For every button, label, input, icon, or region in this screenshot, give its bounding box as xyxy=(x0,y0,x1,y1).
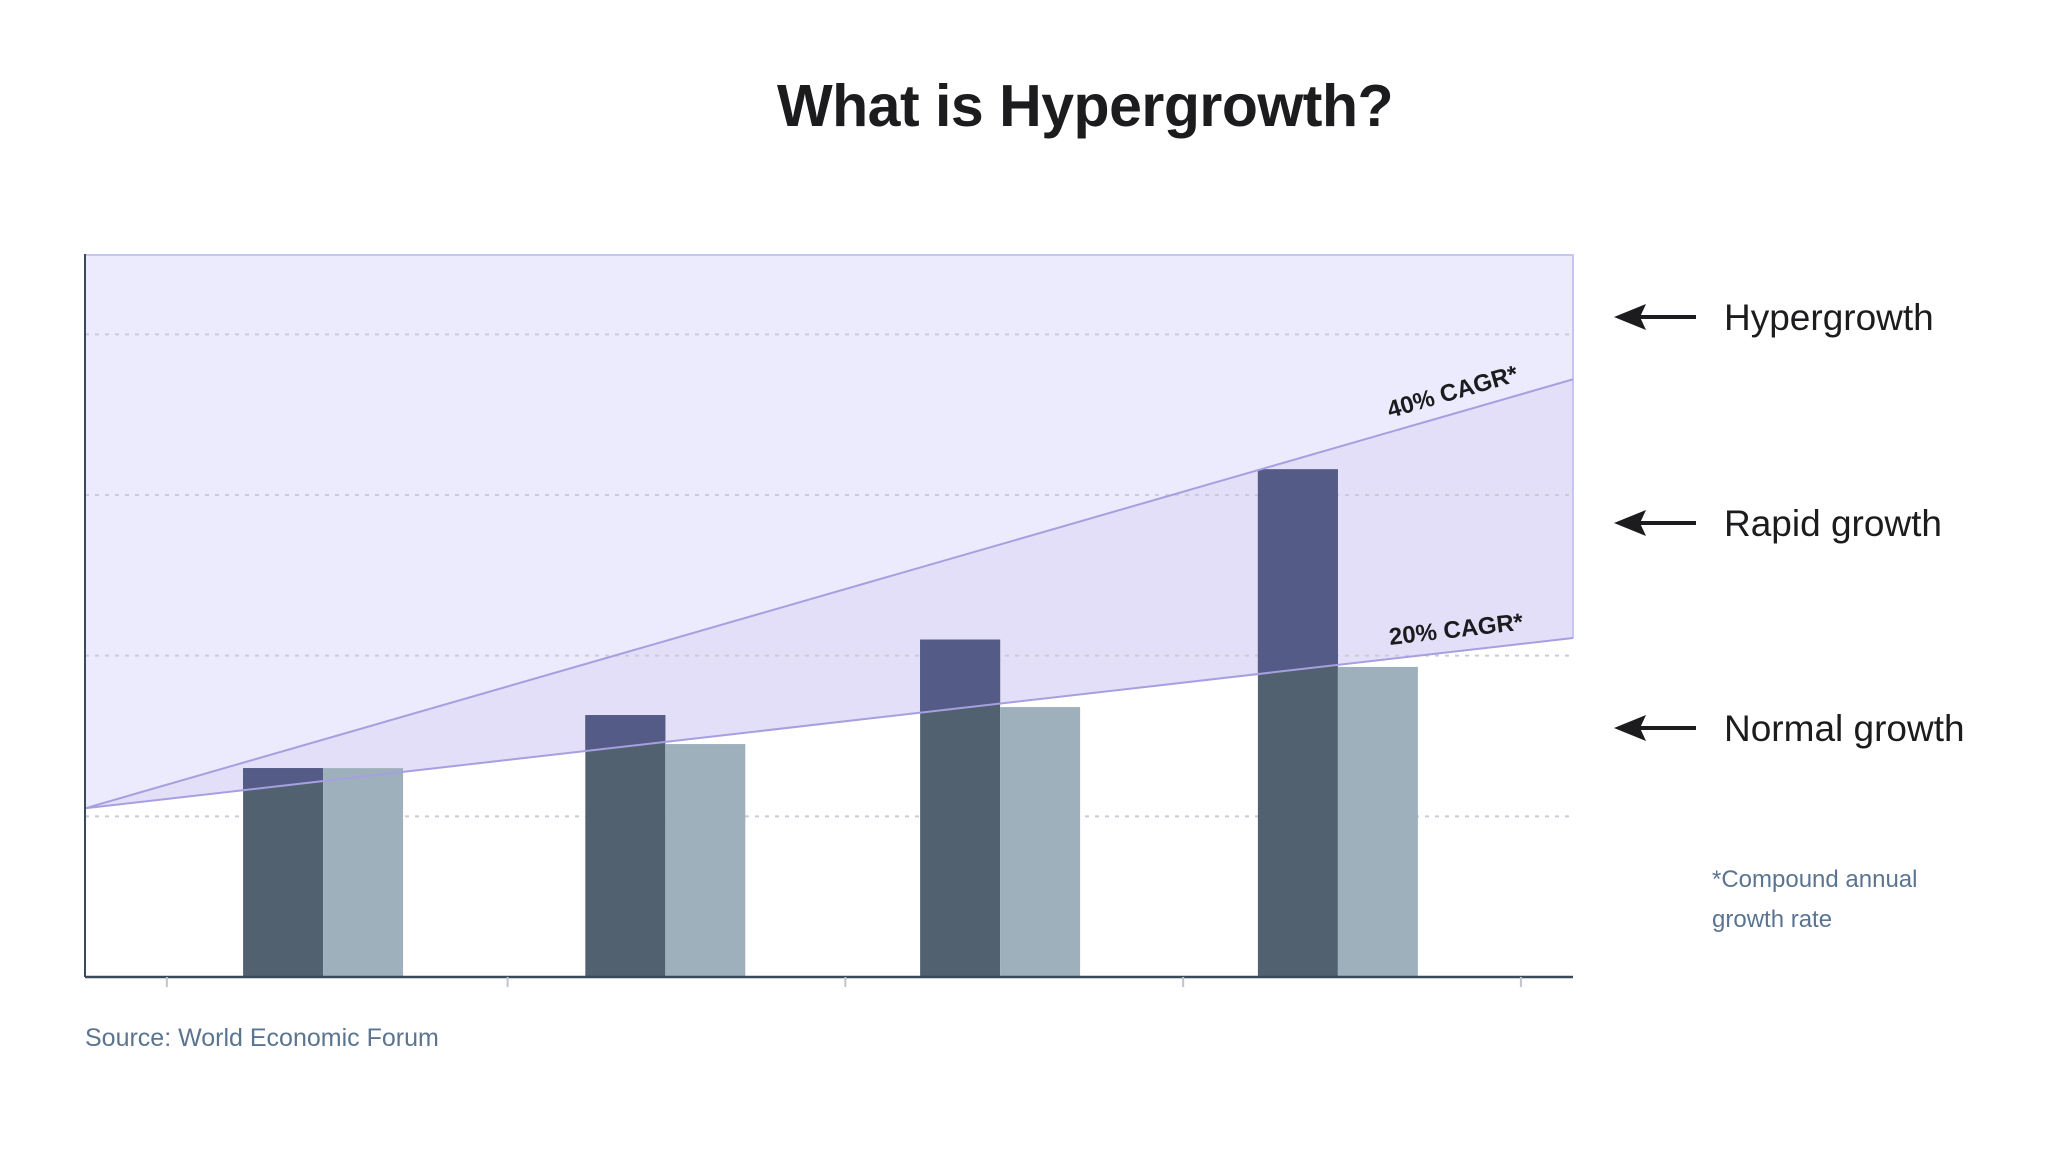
footnote-line-2: growth rate xyxy=(1712,906,1832,933)
arrow-head-icon xyxy=(1614,510,1646,536)
arrow-head-icon xyxy=(1614,304,1646,330)
zone-annotation: Normal growth xyxy=(1614,708,1965,749)
bar-series-1 xyxy=(585,715,666,977)
bar-series-2 xyxy=(1000,707,1081,977)
zone-label: Hypergrowth xyxy=(1724,297,1934,338)
bar-series-2 xyxy=(665,744,746,977)
bar-series-2 xyxy=(1337,666,1418,977)
cagr-40-line xyxy=(84,378,1574,810)
bar-series-1 xyxy=(243,768,324,977)
source-note: Source: World Economic Forum xyxy=(85,1024,439,1052)
zone-annotation: Rapid growth xyxy=(1614,503,1942,544)
chart-title: What is Hypergrowth? xyxy=(776,73,1394,139)
axes xyxy=(84,254,1573,987)
zone-label: Rapid growth xyxy=(1724,503,1942,544)
hypergrowth-zone xyxy=(85,254,1573,809)
footnote-line-1: *Compound annual xyxy=(1712,866,1918,893)
arrow-head-icon xyxy=(1614,715,1646,741)
bars xyxy=(243,469,1418,977)
plot-top-border xyxy=(85,254,1573,256)
zone-label: Normal growth xyxy=(1724,708,1965,749)
cagr-20-line xyxy=(84,636,1574,810)
zone-labels: Hypergrowth Rapid growth Normal growth xyxy=(1614,297,1965,749)
bar-series-2 xyxy=(323,768,404,977)
zone-annotation: Hypergrowth xyxy=(1614,297,1934,338)
